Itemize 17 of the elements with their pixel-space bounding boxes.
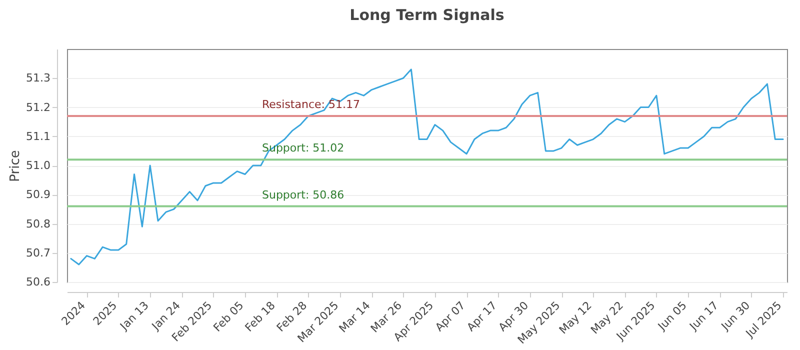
y-tick-label: 50.9	[26, 188, 50, 202]
ref-line-label: Support: 50.86	[262, 188, 344, 202]
x-tick-label: Jun 17	[686, 299, 721, 334]
ref-line-label: Resistance: 51.17	[262, 98, 360, 111]
y-tick-label: 51.0	[26, 159, 50, 172]
x-tick-label: Jun 05	[654, 299, 690, 334]
x-tick-label: Feb 18	[242, 299, 278, 334]
line-series	[70, 68, 784, 266]
y-tick-label: 50.6	[26, 276, 50, 288]
chart-title: Long Term Signals	[350, 6, 504, 24]
y-tick-label: 51.3	[26, 72, 50, 85]
y-tick-label: 50.7	[26, 246, 50, 260]
y-tick-label: 51.1	[26, 130, 50, 143]
y-tick-label: 50.8	[26, 217, 50, 230]
y-axis-title: Price	[8, 150, 24, 182]
y-tick-label: 51.2	[26, 100, 50, 114]
x-tick-label: Jan 13	[117, 299, 152, 334]
